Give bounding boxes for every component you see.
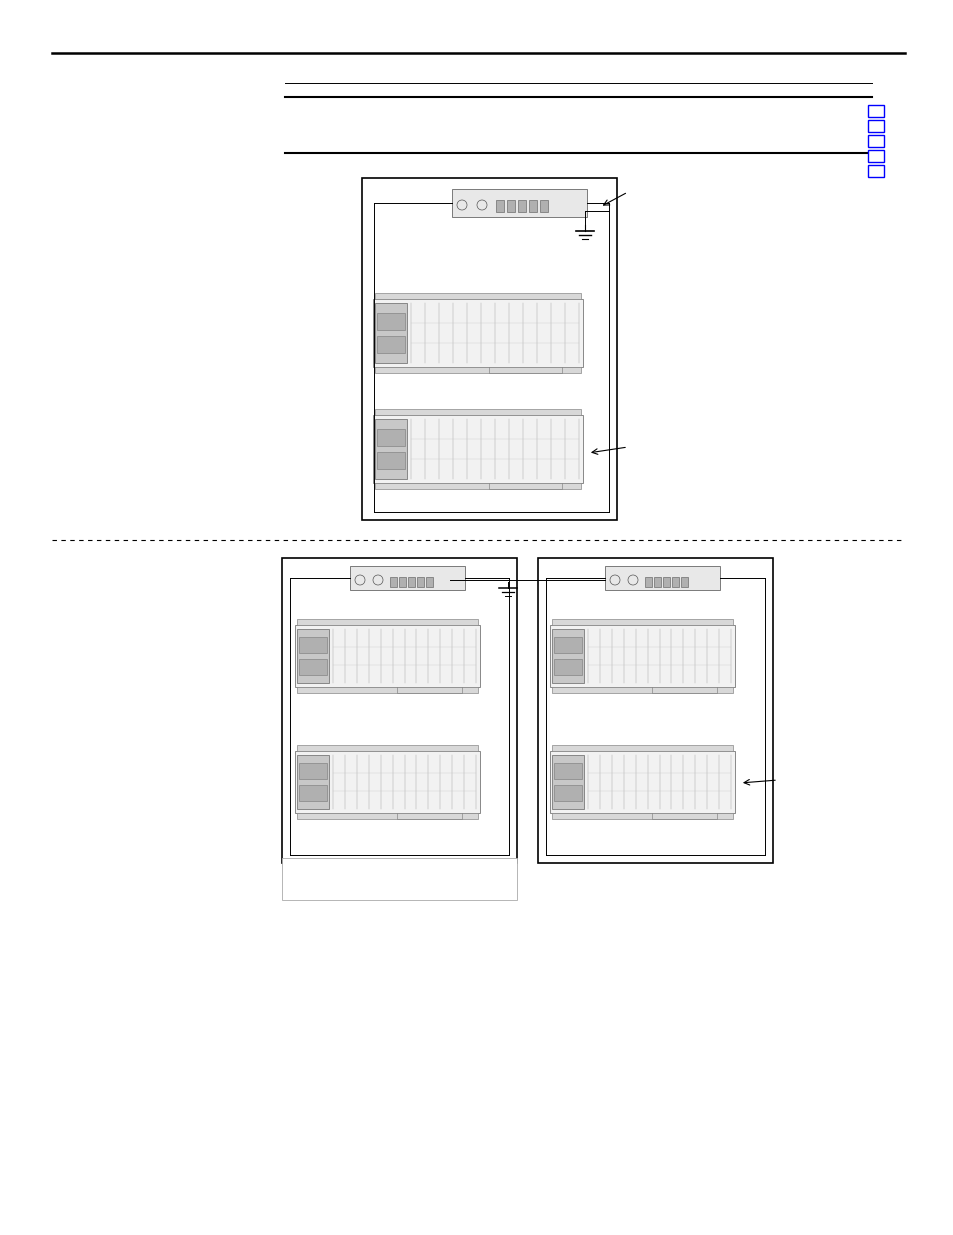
Bar	[375, 419, 407, 479]
Bar	[552, 619, 732, 625]
Bar	[376, 312, 405, 330]
Bar	[529, 200, 537, 212]
Bar	[552, 813, 732, 819]
Bar	[408, 577, 415, 587]
Bar	[375, 483, 580, 489]
Bar	[550, 751, 734, 813]
Bar	[552, 687, 732, 693]
Bar	[552, 629, 583, 683]
Bar	[376, 429, 405, 446]
Bar	[662, 577, 669, 587]
Bar	[552, 745, 732, 751]
Bar	[294, 751, 479, 813]
Bar	[375, 303, 407, 363]
Bar	[361, 178, 617, 520]
Bar	[867, 120, 883, 132]
Bar	[376, 452, 405, 469]
Bar	[867, 165, 883, 177]
Bar	[550, 625, 734, 687]
Bar	[517, 200, 525, 212]
Bar	[296, 629, 329, 683]
Bar	[426, 577, 433, 587]
Bar	[350, 566, 464, 590]
Bar	[373, 415, 582, 483]
Bar	[644, 577, 651, 587]
Bar	[604, 566, 720, 590]
Bar	[654, 577, 660, 587]
Bar	[452, 189, 586, 217]
Bar	[298, 659, 327, 674]
Bar	[282, 858, 517, 900]
Bar	[296, 619, 477, 625]
Bar	[296, 687, 477, 693]
Bar	[416, 577, 423, 587]
Bar	[867, 105, 883, 117]
Bar	[298, 763, 327, 779]
Bar	[539, 200, 547, 212]
Bar	[671, 577, 679, 587]
Bar	[867, 135, 883, 147]
Bar	[506, 200, 515, 212]
Bar	[296, 813, 477, 819]
Bar	[496, 200, 503, 212]
Bar	[554, 637, 581, 653]
Bar	[867, 149, 883, 162]
Bar	[375, 367, 580, 373]
Bar	[298, 785, 327, 800]
Bar	[375, 293, 580, 299]
Bar	[398, 577, 406, 587]
Bar	[376, 336, 405, 353]
Bar	[375, 409, 580, 415]
Bar	[296, 745, 477, 751]
Bar	[554, 785, 581, 800]
Bar	[282, 558, 517, 863]
Bar	[298, 637, 327, 653]
Bar	[680, 577, 687, 587]
Bar	[373, 299, 582, 367]
Bar	[552, 755, 583, 809]
Bar	[294, 625, 479, 687]
Bar	[390, 577, 396, 587]
Bar	[554, 763, 581, 779]
Bar	[554, 659, 581, 674]
Bar	[537, 558, 772, 863]
Bar	[296, 755, 329, 809]
